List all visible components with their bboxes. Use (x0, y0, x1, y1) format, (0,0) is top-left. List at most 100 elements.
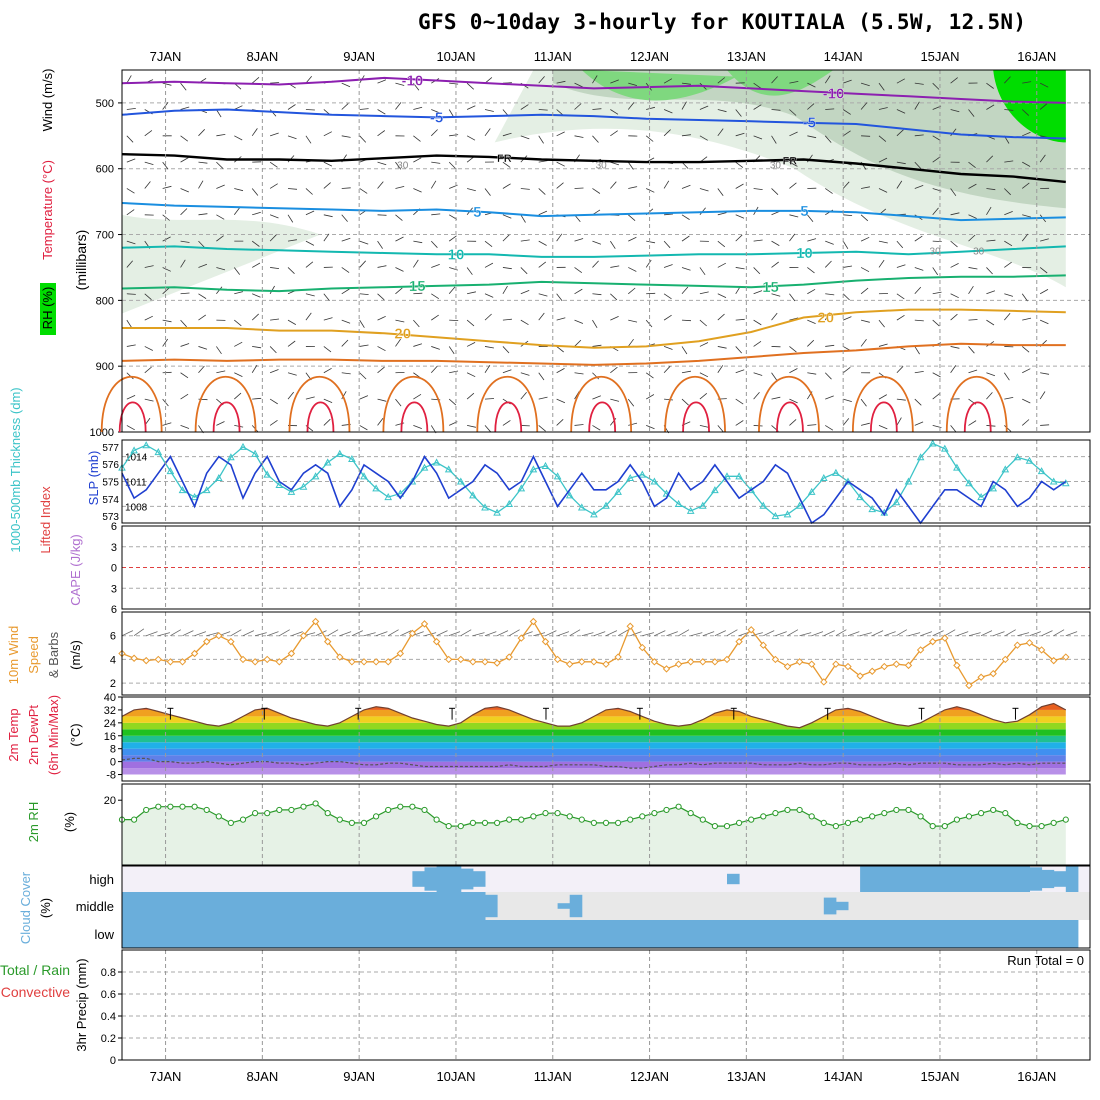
wind-barb (377, 161, 387, 166)
thickness-point (178, 486, 187, 494)
wind-barb (627, 398, 635, 407)
panel-frame-precip (121, 949, 1091, 1061)
wind-speed-point (626, 622, 634, 630)
x-axis-labels: 7JAN 7JAN 8JAN 8JAN 9JAN 9JAN 10JAN 10JAN 11JAN 1… (150, 49, 1057, 1084)
wind-barb (717, 212, 727, 216)
wind-barb (702, 631, 715, 637)
wind-barb (896, 161, 906, 165)
wind-barb (717, 425, 724, 433)
thickness-point (711, 486, 719, 494)
wind-barb (341, 82, 351, 88)
isotherm-30 (682, 401, 710, 433)
wind-barb (663, 180, 670, 189)
rh-point (711, 823, 719, 830)
wind-barb (162, 214, 170, 221)
wind-barb (359, 395, 369, 400)
wind-barb (753, 319, 762, 326)
cloud-bar-middle (170, 892, 183, 920)
wind-barb (664, 213, 674, 216)
wind-barb (663, 78, 673, 84)
wind-barb (630, 631, 642, 637)
wind-barb (323, 182, 331, 189)
cloud-bar-low (860, 920, 873, 948)
wind-barb (699, 188, 709, 192)
wind-barb (234, 188, 244, 192)
wind-barb (216, 346, 222, 355)
wind-barb (377, 181, 384, 189)
cloud-bar-middle (303, 892, 317, 920)
wind-barb (1021, 419, 1030, 426)
wind-barb (593, 631, 606, 637)
wind-barb (502, 234, 510, 242)
wind-barb (557, 631, 570, 637)
wind-speed-point (1062, 653, 1070, 661)
wind-barb (968, 161, 976, 169)
cloud-bar-high (944, 866, 958, 892)
wind-barb (144, 161, 154, 165)
isotherm-25 (194, 376, 257, 433)
cloud-bar-high (969, 866, 982, 892)
wind-barb (664, 398, 674, 401)
isotherm-30 (306, 401, 335, 433)
wind-barb (771, 396, 781, 400)
y-axis-label-speed: Speed (26, 636, 41, 674)
thickness-point (263, 470, 272, 478)
wind-barb (627, 161, 634, 170)
wind-barb (824, 75, 831, 84)
thickness-point (1013, 453, 1022, 461)
wind-barb (180, 319, 187, 328)
wind-barb (538, 396, 548, 400)
wind-barb (377, 265, 387, 268)
rh-point (844, 819, 852, 826)
wind-speed-point (142, 656, 150, 665)
wind-barb (914, 161, 922, 169)
wind-barb (126, 240, 136, 245)
precip-legend-total-rain: Total / Rain (0, 962, 70, 978)
wind-barb (430, 240, 438, 248)
wind-barb (339, 631, 352, 637)
wind-barb (896, 314, 905, 321)
wind-barb (825, 395, 834, 400)
rh-point (191, 803, 198, 810)
cloud-bar-low (799, 920, 813, 948)
x-tick-label-bottom: 14JAN (824, 1069, 863, 1084)
wind-barb (251, 76, 260, 84)
x-tick-label-top: 13JAN (727, 49, 766, 64)
wind-speed-point (553, 655, 562, 664)
wind-barb (663, 365, 671, 374)
wind-barb (413, 188, 422, 193)
wind-barb (341, 372, 351, 375)
wind-barb (363, 632, 376, 637)
wind-barb (323, 418, 331, 426)
wind-barb (789, 161, 798, 167)
wind-speed-point (578, 658, 586, 666)
wind-barb (574, 372, 584, 375)
wind-barb (968, 319, 978, 321)
wind-barb (735, 369, 745, 374)
temp-band (122, 761, 1066, 769)
cloud-bar-middle (436, 892, 450, 920)
wind-barb (610, 161, 620, 166)
isotherm-30 (963, 401, 992, 433)
x-tick-label-top: 8JAN (246, 49, 278, 64)
rh-point (578, 816, 585, 823)
wind-barb (968, 285, 974, 294)
wind-barb (413, 343, 423, 347)
cloud-bar-high (1029, 867, 1043, 891)
cloud-bar-low (182, 920, 196, 948)
wind-barb (162, 267, 171, 272)
wind-barb (753, 340, 762, 347)
cloud-layer-label: middle (76, 899, 114, 914)
wind-barb (180, 135, 189, 142)
rh-point (276, 806, 283, 814)
wind-barb (654, 630, 666, 637)
wind-barb (896, 78, 905, 84)
wind-barb (896, 240, 904, 249)
wind-barb (520, 239, 530, 242)
rh-point (457, 823, 464, 830)
wind-barb (413, 82, 420, 91)
wind-barb (896, 109, 906, 114)
wind-barb (413, 106, 423, 110)
wind-barb (986, 188, 996, 191)
wind-speed-point (529, 617, 538, 626)
